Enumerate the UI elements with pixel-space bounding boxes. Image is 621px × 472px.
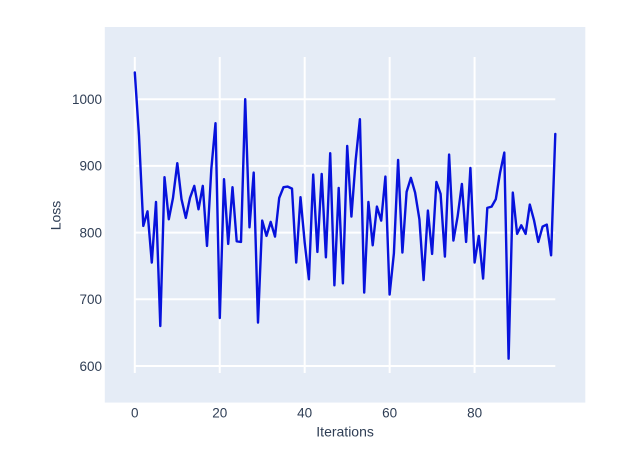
svg-text:60: 60: [382, 406, 397, 421]
svg-text:0: 0: [131, 406, 139, 421]
svg-text:900: 900: [79, 159, 102, 174]
svg-text:Iterations: Iterations: [316, 424, 374, 440]
svg-text:1000: 1000: [72, 92, 102, 107]
svg-text:800: 800: [79, 225, 102, 240]
svg-text:600: 600: [79, 359, 102, 374]
svg-text:40: 40: [297, 406, 312, 421]
svg-text:Loss: Loss: [48, 201, 64, 231]
svg-text:80: 80: [467, 406, 482, 421]
svg-text:20: 20: [212, 406, 227, 421]
svg-text:700: 700: [79, 292, 102, 307]
